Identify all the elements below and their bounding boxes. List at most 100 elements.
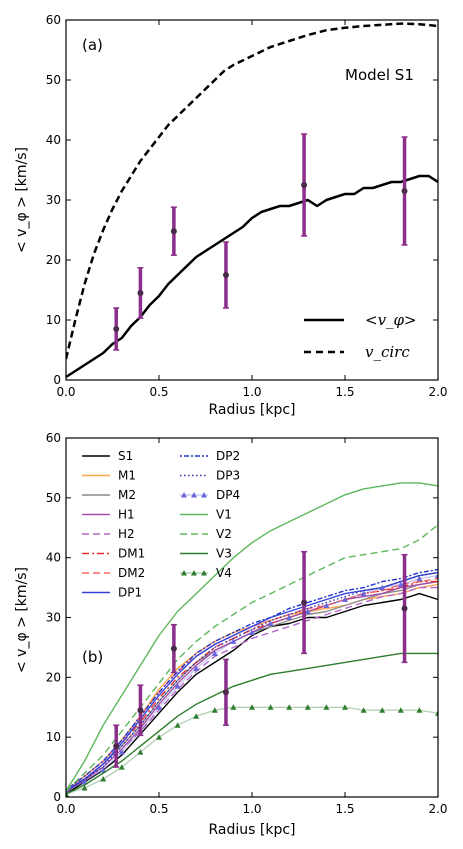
panel-a-ylabel-text: < v_φ > [km/s] xyxy=(14,147,30,253)
panel-b-marker-dp4 xyxy=(211,650,218,656)
panel-a-xtick-label: 1.5 xyxy=(335,385,354,399)
panel-a-frame xyxy=(65,19,439,381)
panel-b-marker-v4 xyxy=(249,704,255,710)
panel-b-ytick-label: 20 xyxy=(46,670,61,684)
panel-a-series-group xyxy=(66,22,438,379)
panel-b-legend: S1 M1 M2 H1 H2 DM1 DM2 DP1 DP2 DP3 DP4 V1 V2 V3 V4 xyxy=(82,449,240,600)
panel-b-marker-v4 xyxy=(100,776,107,782)
panel-b-plot-area: 0.0 0.5 1.0 1.5 2.0 0 10 20 30 40 50 60 xyxy=(46,431,448,816)
legend-label-dm2: DM2 xyxy=(118,566,145,580)
legend-label-h1: H1 xyxy=(118,508,135,522)
panel-a-data-point xyxy=(401,188,408,194)
panel-b-series-dp4 xyxy=(66,574,438,792)
panel-a-ytick-label: 10 xyxy=(46,313,61,327)
panel-b-series-dm2 xyxy=(66,577,438,791)
panel-a-ytick-label: 60 xyxy=(46,13,61,27)
legend-label-vphi: <v_φ> xyxy=(365,311,417,329)
panel-b-series-h2 xyxy=(66,586,438,792)
panel-b-series-dp1 xyxy=(66,571,438,792)
panel-b-marker-dp4 xyxy=(360,590,367,597)
panel-b-marker-v4 xyxy=(267,704,274,710)
panel-a-ticks: 0.0 0.5 1.0 1.5 2.0 0 10 20 30 40 50 60 xyxy=(46,13,448,399)
legend-label-v2: V2 xyxy=(216,527,232,541)
legend-label-m1: M1 xyxy=(118,469,136,483)
panel-b-marker-dp4 xyxy=(249,629,255,635)
panel-b-ticks: 0.0 0.5 1.0 1.5 2.0 0 10 20 30 40 50 60 xyxy=(46,431,448,816)
panel-b-series-group xyxy=(66,482,438,797)
panel-b-data-point xyxy=(137,707,144,714)
panel-b-marker-v4 xyxy=(286,704,293,710)
panel-b-ytick-label: 50 xyxy=(46,491,61,505)
panel-b-marker-dp4 xyxy=(193,665,200,671)
panel-b-marker-v4 xyxy=(193,713,200,719)
legend-label-vcirc: v_circ xyxy=(365,343,410,361)
panel-a: 0.0 0.5 1.0 1.5 2.0 0 10 20 30 40 50 60 (a) Model S… xyxy=(14,13,448,418)
panel-b-data-point xyxy=(301,599,308,606)
panel-b-series-m1 xyxy=(66,583,438,792)
panel-a-ytick-label: 50 xyxy=(46,73,61,87)
panel-a-xlabel: Radius [kpc] xyxy=(208,402,295,418)
panel-b-marker-v4 xyxy=(342,704,348,710)
panel-b-marker-v4 xyxy=(211,707,218,713)
panel-a-ytick-label: 0 xyxy=(53,373,61,387)
panel-b-series-s1 xyxy=(66,592,438,795)
panel-b-marker-dp4 xyxy=(304,608,311,614)
panel-b-marker-dp4 xyxy=(342,596,348,602)
panel-b-series-v3 xyxy=(66,652,438,795)
panel-b-marker-dp4 xyxy=(267,620,274,626)
panel-b-marker-dp4 xyxy=(118,749,125,755)
legend-label-v1: V1 xyxy=(216,508,232,522)
legend-marker-v4 xyxy=(181,570,187,576)
panel-b-data-point xyxy=(170,645,177,652)
model-annotation: Model S1 xyxy=(345,66,414,84)
panel-b-series-m2 xyxy=(66,580,438,792)
panel-b-frame xyxy=(65,437,439,798)
panel-b-observations xyxy=(113,550,408,768)
panel-a-ytick-label: 30 xyxy=(46,193,61,207)
panel-b-marker-dp4 xyxy=(435,572,438,579)
panel-a-ytick-label: 40 xyxy=(46,133,61,147)
panel-a-data-point xyxy=(301,182,308,188)
panel-a-data-point xyxy=(222,272,229,278)
panel-b-xtick-label: 0.5 xyxy=(149,802,168,816)
panel-a-xtick-label: 0.0 xyxy=(56,385,75,399)
panel-b-series-dp3 xyxy=(66,571,438,792)
panel-b-data-point xyxy=(401,605,408,612)
panel-a-series-v xyxy=(66,174,438,379)
legend-marker-v4 xyxy=(191,570,197,576)
legend-marker-dp4 xyxy=(201,492,207,498)
panel-b-ylabel-text: < v_φ > [km/s] xyxy=(14,567,30,673)
legend-label-v3: V3 xyxy=(216,547,232,561)
panel-b-marker-v4 xyxy=(118,764,125,770)
panel-b-marker-v4 xyxy=(397,707,404,713)
panel-b-marker-dp4 xyxy=(397,581,404,588)
panel-a-xtick-label: 0.5 xyxy=(149,385,168,399)
panel-b-marker-v4 xyxy=(379,707,386,713)
panel-b-marker-dp4 xyxy=(174,683,181,689)
panel-b-marker-dp4 xyxy=(379,584,386,591)
legend-label-v4: V4 xyxy=(216,566,232,580)
panel-b-marker-dp4 xyxy=(81,779,88,785)
panel-b-marker-dp4 xyxy=(100,767,107,773)
panel-b-data-point xyxy=(113,743,120,750)
legend-label-dp2: DP2 xyxy=(216,449,240,463)
panel-b-ytick-label: 10 xyxy=(46,730,61,744)
panel-a-ylabel: < v_φ > [km/s] xyxy=(14,147,30,253)
legend-label-dp3: DP3 xyxy=(216,469,240,483)
legend-marker-v4 xyxy=(201,570,207,576)
panel-a-observations xyxy=(113,133,408,351)
panel-b-marker-v4 xyxy=(174,722,181,728)
legend-label-dp4: DP4 xyxy=(216,488,240,502)
panel-b-marker-v4 xyxy=(230,704,237,710)
panel-b-series-v2 xyxy=(66,524,438,792)
panel-a-data-point xyxy=(137,290,144,296)
panel-b-series-v1 xyxy=(66,482,438,792)
panel-b-xtick-label: 1.0 xyxy=(242,802,261,816)
legend-marker-dp4 xyxy=(191,492,197,498)
panel-a-plot-area: 0.0 0.5 1.0 1.5 2.0 0 10 20 30 40 50 60 xyxy=(46,13,448,399)
legend-label-h2: H2 xyxy=(118,527,135,541)
panel-a-data-point xyxy=(113,326,120,332)
panel-b-ytick-label: 60 xyxy=(46,431,61,445)
panel-b-ytick-label: 30 xyxy=(46,611,61,625)
